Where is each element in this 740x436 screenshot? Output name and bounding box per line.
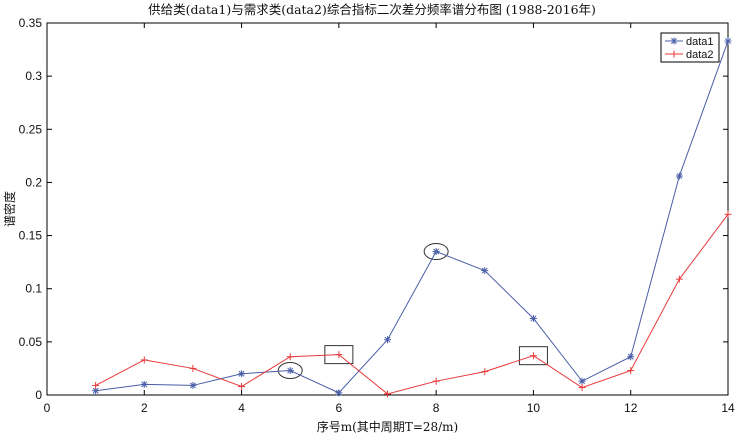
legend-box	[660, 32, 720, 63]
data-point-data2	[286, 353, 294, 361]
highlight-box	[324, 345, 354, 365]
data-point-data1	[189, 381, 197, 389]
data-point-data2	[92, 381, 100, 389]
y-tick-label: 0.05	[19, 335, 43, 349]
y-tick-label: 0.15	[19, 229, 43, 243]
data-point-data2	[724, 210, 732, 218]
chart-title: 供给类(data1)与需求类(data2)综合指标二次差分频率谱分布图 (198…	[148, 2, 596, 17]
x-tick-label: 12	[624, 401, 638, 415]
data-point-data2	[189, 364, 197, 372]
data-point-data1	[286, 367, 294, 375]
legend-label-data1: data1	[686, 36, 714, 48]
y-tick-label: 0.1	[25, 282, 42, 296]
data-point-data2	[529, 352, 537, 360]
x-tick-label: 2	[141, 401, 148, 415]
x-tick-label: 10	[527, 401, 541, 415]
series-line-data2	[95, 214, 729, 395]
data-point-data1	[384, 336, 391, 344]
data-point-data1	[481, 267, 489, 275]
data-point-data2	[432, 377, 440, 385]
data-point-data1	[335, 389, 343, 397]
data-point-data1	[432, 248, 440, 256]
highlight-ellipse	[277, 362, 303, 380]
legend-label-data2: data2	[686, 49, 714, 61]
data-point-data1	[675, 172, 683, 180]
data-point-data2	[578, 384, 586, 392]
data-point-data1	[140, 380, 148, 388]
highlight-ellipse	[423, 243, 449, 261]
legend-marker-data1	[670, 37, 678, 45]
x-axis-label: 序号m(其中周期T=28/m)	[317, 419, 459, 434]
data-point-data1	[724, 37, 732, 45]
legend-marker-data2	[670, 50, 678, 58]
y-tick-label: 0.2	[25, 175, 42, 189]
data-point-data2	[384, 390, 391, 398]
y-tick-label: 0.3	[25, 69, 42, 83]
y-tick-label: 0.35	[19, 16, 43, 30]
data-point-data1	[578, 377, 586, 385]
data-point-data2	[675, 275, 683, 283]
x-tick-label: 0	[44, 401, 51, 415]
data-point-data1	[529, 314, 537, 322]
data-point-data2	[238, 382, 246, 390]
data-point-data2	[627, 367, 635, 375]
x-tick-label: 6	[336, 401, 343, 415]
series-line-data1	[95, 40, 729, 394]
x-tick-label: 8	[433, 401, 440, 415]
data-point-data2	[335, 351, 343, 359]
y-tick-label: 0	[35, 388, 42, 402]
data-point-data2	[481, 368, 489, 376]
x-tick-label: 14	[721, 401, 735, 415]
y-axis-label: 谱密度	[2, 191, 17, 227]
data-point-data1	[627, 353, 635, 361]
data-point-data2	[140, 356, 148, 364]
highlight-box	[518, 346, 548, 366]
x-tick-label: 4	[238, 401, 245, 415]
data-point-data1	[238, 370, 246, 378]
y-tick-label: 0.25	[19, 122, 43, 136]
